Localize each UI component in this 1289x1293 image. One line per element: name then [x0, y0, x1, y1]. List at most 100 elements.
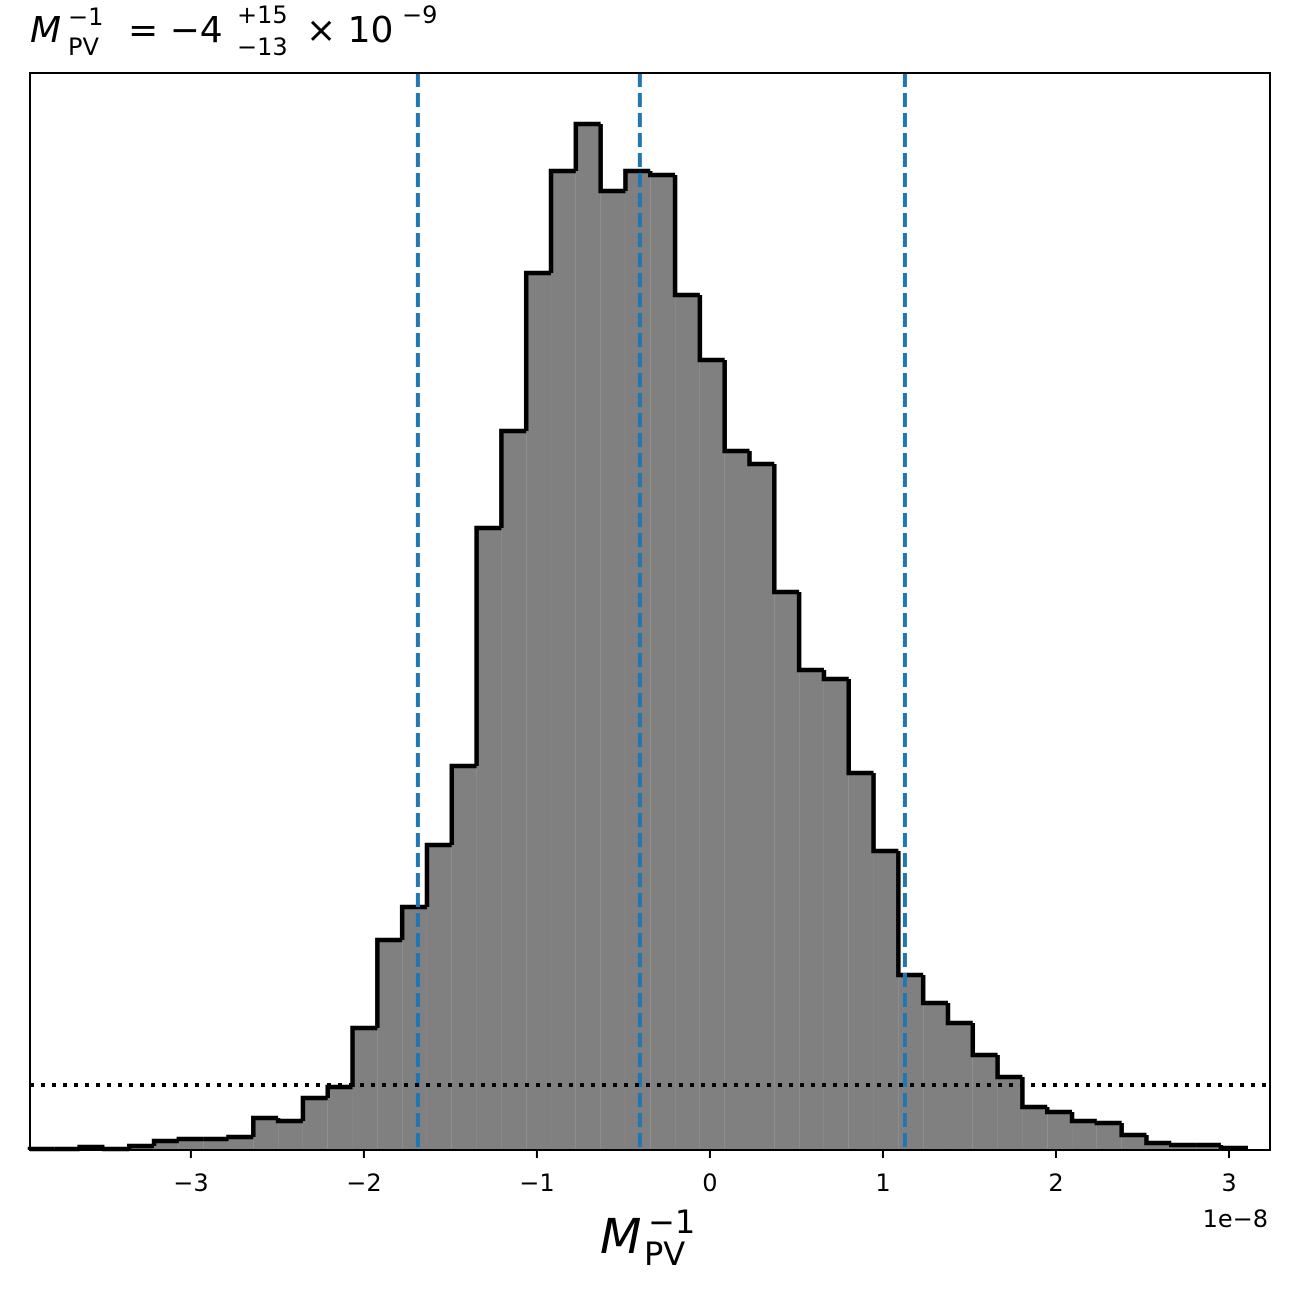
bar-outline: [176, 1136, 204, 1142]
bar: [675, 295, 700, 1150]
bar-outline: [226, 1134, 254, 1140]
x-tick-label: −2: [346, 1169, 381, 1197]
bar: [1121, 1135, 1147, 1150]
bar-outline: [697, 295, 725, 363]
bar: [1096, 1123, 1122, 1150]
title-value: = −4: [128, 10, 223, 51]
bar-outline: [375, 937, 403, 1028]
bar-outline: [672, 175, 700, 298]
bar: [302, 1098, 328, 1150]
bar-outline: [821, 670, 849, 682]
bar-outline: [523, 270, 552, 431]
bar-outline: [102, 1146, 130, 1152]
title-upper: +15: [237, 1, 288, 29]
bar: [1022, 1107, 1048, 1150]
title-exp: −9: [402, 1, 437, 29]
x-label-sup: −1: [648, 1203, 695, 1241]
bar: [327, 1087, 353, 1150]
bar-outline: [871, 773, 899, 854]
bar-outline: [499, 428, 527, 528]
x-label-sub: PV: [644, 1235, 685, 1273]
bar-outline: [1044, 1107, 1073, 1115]
bar: [402, 907, 427, 1150]
x-tick-label: −3: [173, 1169, 208, 1197]
bar-outline: [772, 464, 800, 595]
bar-outline: [1119, 1123, 1147, 1138]
bar-outline: [896, 851, 924, 978]
bar-outline: [449, 763, 477, 845]
x-tick-label: −1: [519, 1169, 554, 1197]
title-times: × 10: [306, 10, 393, 51]
bar: [947, 1023, 973, 1150]
title-symbol: M: [30, 10, 61, 51]
plot-frame: [29, 72, 1271, 1151]
bar: [228, 1137, 254, 1150]
bar-outline: [573, 121, 601, 171]
bar-outline: [251, 1115, 279, 1137]
title-sub: PV: [68, 33, 99, 61]
bar: [625, 171, 651, 1150]
bar-outline: [970, 1023, 998, 1058]
bar: [823, 679, 849, 1150]
bar: [600, 191, 626, 1150]
bar: [898, 975, 924, 1150]
bar-outline: [995, 1055, 1023, 1080]
x-tick-label: 3: [1221, 1169, 1236, 1197]
bar-outline: [151, 1138, 179, 1146]
bar: [352, 1028, 378, 1150]
bar: [426, 845, 452, 1150]
bar-outline: [846, 679, 874, 776]
bar: [1146, 1143, 1172, 1150]
bar: [154, 1141, 179, 1150]
bar: [972, 1055, 998, 1150]
bar-outline: [300, 1095, 328, 1121]
bar-outline: [126, 1143, 155, 1149]
bar: [749, 464, 775, 1150]
bar-outline: [945, 1003, 973, 1026]
x-label-symbol: M: [600, 1209, 641, 1265]
bar: [575, 124, 601, 1150]
bar: [997, 1077, 1023, 1150]
bar: [526, 273, 552, 1150]
title-sup: −1: [68, 3, 103, 31]
bar-outline: [648, 171, 676, 178]
bar-outline: [623, 168, 651, 191]
bar-outline: [1094, 1120, 1122, 1126]
bar-outline: [722, 360, 750, 454]
bar-outline: [747, 451, 775, 467]
x-tick-label: 0: [702, 1169, 717, 1197]
bar: [1047, 1112, 1073, 1150]
bar-outline: [350, 1025, 378, 1087]
bar-outline: [920, 975, 948, 1006]
bar: [451, 766, 477, 1150]
bar: [253, 1118, 279, 1150]
bar: [278, 1121, 303, 1150]
bar: [1196, 1145, 1221, 1150]
bar: [799, 670, 824, 1150]
bar: [774, 592, 800, 1150]
bar: [724, 451, 750, 1150]
bar: [377, 940, 403, 1150]
title-lower: −13: [237, 33, 288, 61]
bar-outline: [1069, 1112, 1097, 1124]
x-offset-label: 1e−8: [1203, 1205, 1268, 1233]
bar: [848, 773, 874, 1150]
bar-outline: [77, 1144, 105, 1150]
bar: [476, 528, 502, 1150]
x-tick-label: 1: [875, 1169, 890, 1197]
bar-outline: [1169, 1142, 1197, 1148]
bar: [178, 1139, 204, 1150]
bar-outline: [424, 842, 452, 907]
bar: [1171, 1145, 1197, 1150]
bar-outline: [548, 168, 576, 273]
bar: [1072, 1121, 1097, 1150]
bar-outline: [598, 124, 626, 194]
bar: [551, 171, 576, 1150]
x-tick-label: 2: [1048, 1169, 1063, 1197]
bar: [923, 1003, 948, 1150]
bar-outline: [796, 592, 824, 673]
bar: [203, 1139, 229, 1150]
bar: [650, 175, 676, 1150]
